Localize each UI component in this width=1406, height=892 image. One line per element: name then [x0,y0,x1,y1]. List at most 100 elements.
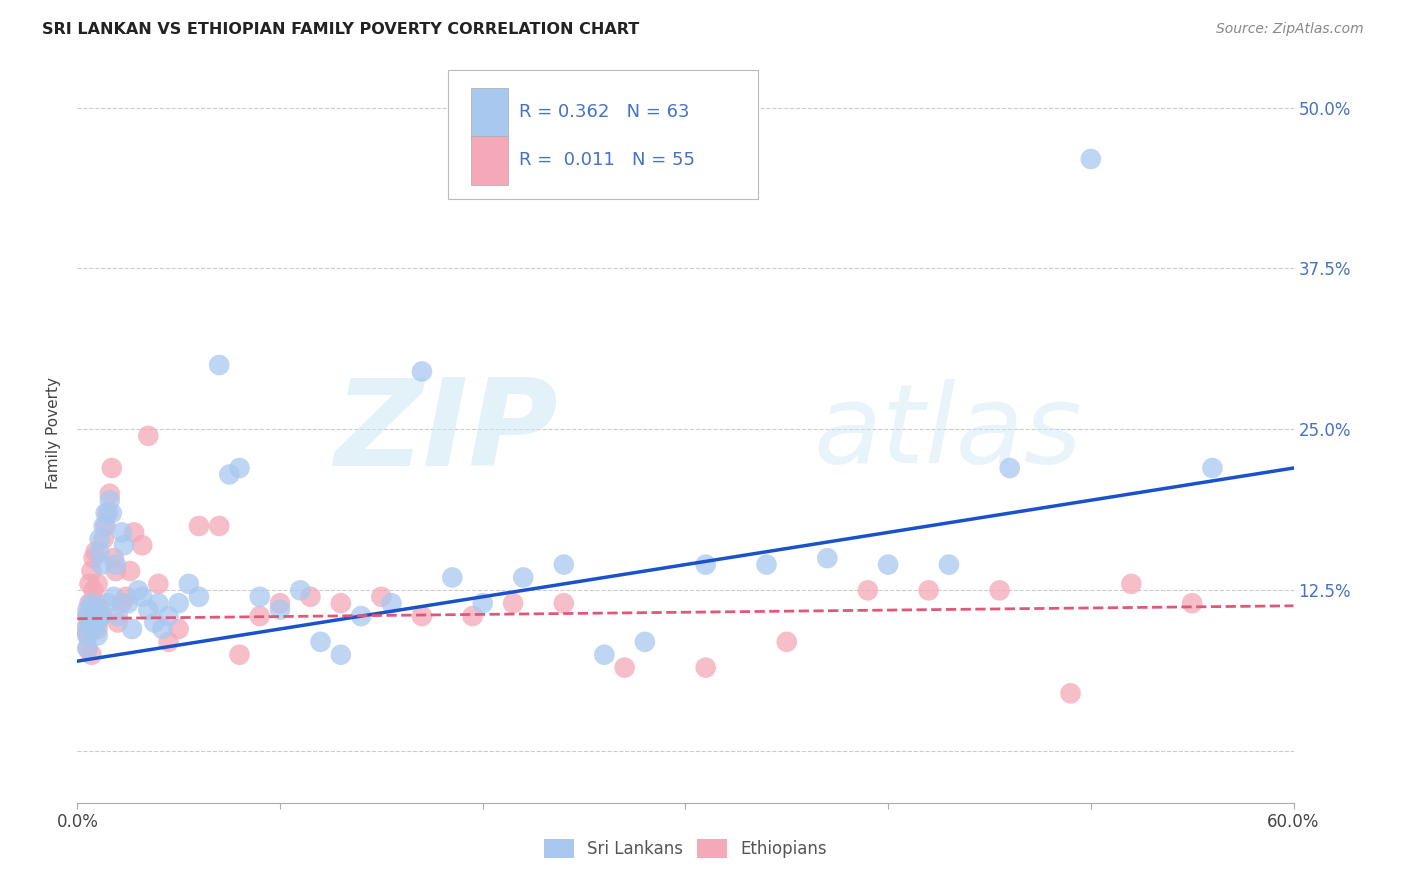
Point [79,596,101,610]
Point [107,615,129,630]
Point [167,596,190,610]
Point [90,558,112,572]
Point [103,551,125,566]
Point [83,583,105,598]
Point [83,609,105,624]
Point [127,583,149,598]
Point [103,590,125,604]
Point [98,487,121,501]
Point [107,609,129,624]
FancyBboxPatch shape [471,136,508,186]
Point [97,596,120,610]
Point [97,506,120,520]
Point [89,532,111,546]
Point [695,660,717,674]
Point [152,622,174,636]
Point [76,641,98,656]
Point [502,596,524,610]
Y-axis label: Family Poverty: Family Poverty [46,376,62,489]
Point [290,583,312,598]
Point [553,596,575,610]
Point [79,577,101,591]
Point [115,590,138,604]
Point [148,596,170,610]
Point [80,564,103,578]
Point [269,596,291,610]
Point [988,583,1011,598]
Text: R = 0.362   N = 63: R = 0.362 N = 63 [519,103,689,121]
Point [79,615,101,630]
Point [136,602,159,616]
Point [117,596,139,610]
Point [329,648,352,662]
Point [208,519,231,533]
Point [188,590,211,604]
Point [329,596,352,610]
Point [177,577,200,591]
Point [93,532,115,546]
Point [1201,461,1223,475]
Point [1059,686,1081,700]
Point [112,538,135,552]
Point [76,609,98,624]
Point [938,558,960,572]
Point [131,590,153,604]
Point [89,545,111,559]
Point [370,590,392,604]
Point [76,641,98,656]
Point [553,558,575,572]
Point [815,551,838,566]
Point [131,538,153,552]
Point [93,519,115,533]
Point [86,615,108,630]
Point [94,519,117,533]
Point [299,590,322,604]
Point [350,609,373,624]
Point [76,628,98,642]
Point [76,622,98,636]
Point [111,596,134,610]
Point [755,558,778,572]
Point [143,615,166,630]
Point [634,635,657,649]
Point [411,364,433,378]
Point [118,564,141,578]
Text: atlas: atlas [813,379,1081,486]
Point [86,628,108,642]
Point [84,596,107,610]
Point [512,570,534,584]
Point [84,545,107,559]
Point [90,609,112,624]
Point [593,648,616,662]
Point [76,609,98,624]
Point [104,558,127,572]
Point [380,596,402,610]
Text: R =  0.011   N = 55: R = 0.011 N = 55 [519,151,695,169]
Point [76,628,98,642]
Point [441,570,464,584]
Point [157,609,180,624]
Point [148,577,170,591]
Point [208,358,231,372]
Point [411,609,433,624]
Point [856,583,879,598]
Point [695,558,717,572]
FancyBboxPatch shape [449,70,758,200]
Text: ZIP: ZIP [335,374,558,491]
Point [86,577,108,591]
Point [1080,152,1102,166]
Point [228,648,250,662]
Point [84,602,107,616]
Point [98,493,121,508]
Point [249,609,271,624]
Point [80,596,103,610]
Point [309,635,332,649]
Point [94,506,117,520]
Point [89,602,111,616]
Point [249,590,271,604]
Point [90,609,112,624]
Point [877,558,900,572]
Point [80,648,103,662]
Point [776,635,799,649]
FancyBboxPatch shape [471,87,508,137]
